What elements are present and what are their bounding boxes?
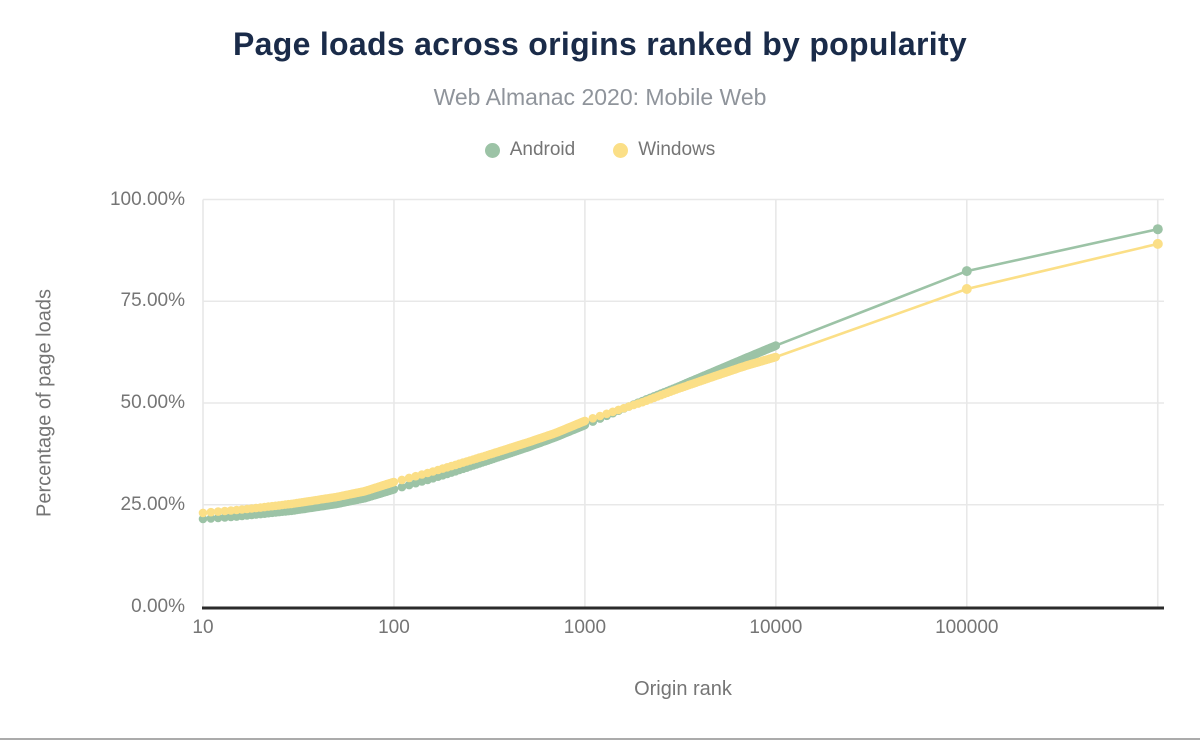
android-point-100000 bbox=[961, 266, 972, 277]
x-tick-10000: 10000 bbox=[749, 617, 803, 638]
windows-point-1000000 bbox=[1152, 238, 1163, 249]
windows-point-100000 bbox=[961, 284, 972, 294]
y-tick-25: 25.00% bbox=[120, 493, 185, 515]
y-tick-50: 50.00% bbox=[120, 392, 185, 413]
x-axis-title: Origin rank bbox=[634, 678, 732, 700]
legend-item-android: Android bbox=[484, 139, 576, 161]
x-tick-100000: 100000 bbox=[935, 617, 999, 638]
android-point-1000000 bbox=[1152, 224, 1163, 235]
footer-divider bbox=[0, 738, 1200, 740]
android-series-swatch-icon bbox=[484, 142, 500, 158]
legend-label-windows: Windows bbox=[638, 139, 716, 160]
chart-subtitle: Web Almanac 2020: Mobile Web bbox=[433, 84, 767, 110]
y-tick-75: 75.00% bbox=[120, 290, 185, 312]
chart-title: Page loads across origins ranked by popu… bbox=[232, 26, 968, 62]
x-tick-100: 100 bbox=[378, 617, 410, 638]
legend-item-windows: Windows bbox=[613, 139, 715, 161]
windows-series bbox=[198, 238, 1163, 518]
gridlines bbox=[202, 198, 1164, 607]
y-tick-100: 100.00% bbox=[109, 188, 185, 210]
x-tick-1000: 1000 bbox=[563, 617, 607, 638]
android-series bbox=[198, 224, 1163, 524]
legend-label-android: Android bbox=[509, 139, 576, 160]
windows-series-swatch-icon bbox=[613, 142, 629, 158]
y-tick-0: 0.00% bbox=[131, 595, 185, 617]
legend: Android Windows bbox=[0, 138, 1200, 162]
x-tick-10: 10 bbox=[192, 617, 214, 638]
